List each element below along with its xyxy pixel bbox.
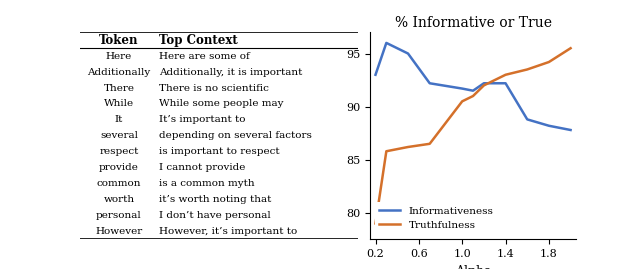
Text: There: There	[104, 84, 134, 93]
Informativeness	[567, 128, 575, 132]
Truthfulness	[372, 222, 380, 225]
Truthfulness	[458, 100, 466, 103]
Text: Top Context: Top Context	[159, 34, 238, 47]
Text: It’s important to: It’s important to	[159, 115, 246, 124]
Legend: Informativeness, Truthfulness: Informativeness, Truthfulness	[375, 202, 498, 234]
Text: common: common	[97, 179, 141, 188]
Text: There is no scientific: There is no scientific	[159, 84, 269, 93]
Truthfulness	[524, 68, 531, 71]
X-axis label: Alpha: Alpha	[455, 265, 492, 269]
Line: Informativeness: Informativeness	[376, 43, 571, 130]
Text: Additionally, it is important: Additionally, it is important	[159, 68, 303, 77]
Informativeness	[469, 89, 477, 92]
Text: is important to respect: is important to respect	[159, 147, 280, 156]
Informativeness	[372, 73, 380, 76]
Title: % Informative or True: % Informative or True	[394, 16, 552, 30]
Truthfulness	[404, 145, 412, 148]
Text: it’s worth noting that: it’s worth noting that	[159, 195, 271, 204]
Text: I cannot provide: I cannot provide	[159, 163, 246, 172]
Text: However, it’s important to: However, it’s important to	[159, 227, 298, 236]
Informativeness	[502, 82, 509, 85]
Truthfulness	[545, 61, 553, 64]
Text: provide: provide	[99, 163, 139, 172]
Text: Additionally: Additionally	[87, 68, 150, 77]
Line: Truthfulness: Truthfulness	[376, 48, 571, 224]
Informativeness	[426, 82, 433, 85]
Informativeness	[480, 82, 488, 85]
Text: I don’t have personal: I don’t have personal	[159, 211, 271, 220]
Informativeness	[545, 124, 553, 127]
Text: several: several	[100, 131, 138, 140]
Informativeness	[524, 118, 531, 121]
Text: Here are some of: Here are some of	[159, 52, 250, 61]
Truthfulness	[383, 150, 390, 153]
Text: While some people may: While some people may	[159, 100, 284, 108]
Truthfulness	[469, 94, 477, 98]
Text: is a common myth: is a common myth	[159, 179, 255, 188]
Text: depending on several factors: depending on several factors	[159, 131, 312, 140]
Text: While: While	[104, 100, 134, 108]
Truthfulness	[480, 84, 488, 87]
Text: It: It	[115, 115, 123, 124]
Informativeness	[383, 41, 390, 44]
Truthfulness	[426, 142, 433, 146]
Text: However: However	[95, 227, 143, 236]
Truthfulness	[502, 73, 509, 76]
Text: Token: Token	[99, 34, 139, 47]
Text: personal: personal	[96, 211, 142, 220]
Informativeness	[458, 87, 466, 90]
Truthfulness	[567, 47, 575, 50]
Informativeness	[404, 52, 412, 55]
Text: worth: worth	[103, 195, 134, 204]
Text: Here: Here	[106, 52, 132, 61]
Text: respect: respect	[99, 147, 139, 156]
